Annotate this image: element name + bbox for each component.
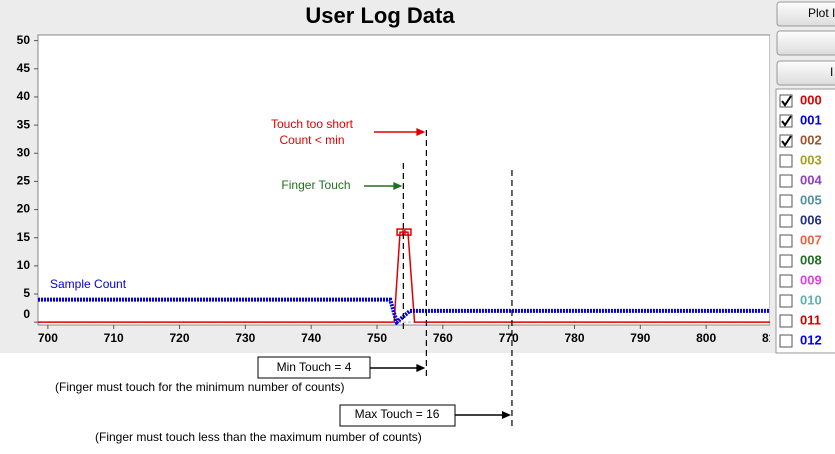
x-tick-label: 750 bbox=[367, 331, 387, 345]
plot-button[interactable] bbox=[776, 1, 835, 27]
checkbox[interactable] bbox=[779, 154, 793, 168]
checkbox[interactable] bbox=[779, 194, 793, 208]
point bbox=[396, 228, 404, 236]
channel-label: 007 bbox=[800, 232, 822, 247]
x-tick-label: 800 bbox=[696, 331, 716, 345]
y-tick-label: 40 bbox=[17, 89, 31, 103]
channel-label: 009 bbox=[800, 272, 822, 287]
channel-label: 011 bbox=[800, 312, 821, 327]
check-mark bbox=[781, 95, 792, 107]
checkbox[interactable] bbox=[779, 294, 793, 308]
x-tick-label: 720 bbox=[170, 331, 190, 345]
y-tick-label: 20 bbox=[17, 202, 31, 216]
checkbox[interactable] bbox=[779, 274, 793, 288]
checkbox[interactable] bbox=[779, 334, 793, 348]
checkbox[interactable] bbox=[779, 314, 793, 328]
annotation: Count < min bbox=[279, 133, 344, 147]
x-tick-label: 810 bbox=[762, 331, 782, 345]
annotation: Finger Touch bbox=[281, 178, 350, 192]
point bbox=[404, 228, 412, 236]
y-tick-label: 35 bbox=[17, 117, 31, 131]
annotation-note: (Finger must touch less than the maximum… bbox=[95, 430, 422, 444]
x-tick-label: 760 bbox=[433, 331, 453, 345]
x-axis: 700 710 720 730 740 750 760 770 780 790 800 810 bbox=[38, 325, 782, 345]
series-line bbox=[38, 297, 770, 325]
button[interactable] bbox=[776, 60, 835, 86]
annotation: Max Touch = 16 bbox=[355, 407, 440, 421]
y-tick-label: 45 bbox=[17, 61, 31, 75]
annotation: Sample Count bbox=[50, 277, 127, 291]
check-mark bbox=[781, 135, 792, 147]
channel-label: 001 bbox=[800, 112, 822, 127]
annotation: Touch too short bbox=[271, 117, 354, 131]
channel-label: 000 bbox=[800, 92, 822, 107]
y-tick-label: 50 bbox=[17, 33, 31, 47]
annotation-note: (Finger must touch for the minimum numbe… bbox=[55, 380, 344, 394]
check-mark bbox=[781, 115, 792, 127]
button[interactable] bbox=[776, 30, 835, 56]
plot-area bbox=[37, 34, 771, 326]
plot-layer bbox=[38, 228, 770, 325]
y-tick-label: 10 bbox=[17, 258, 31, 272]
checkbox[interactable] bbox=[779, 234, 793, 248]
channel-label: 004 bbox=[800, 172, 822, 187]
arrow-head bbox=[416, 128, 426, 136]
annotation: Min Touch = 4 bbox=[277, 360, 352, 374]
arrow-head bbox=[416, 364, 426, 372]
channel-label: 005 bbox=[800, 192, 822, 207]
y-tick-label: 15 bbox=[17, 230, 31, 244]
button-label: Plot I bbox=[808, 6, 835, 20]
channel-label: 006 bbox=[800, 212, 822, 227]
channel-label: 003 bbox=[800, 152, 822, 167]
checkbox[interactable] bbox=[779, 214, 793, 228]
annotation-box bbox=[266, 175, 362, 197]
annotation-box bbox=[250, 114, 374, 150]
chart-title: User Log Data bbox=[305, 3, 455, 28]
channel-label: 010 bbox=[800, 292, 822, 307]
y-tick-label: 0 bbox=[23, 307, 30, 321]
x-tick-label: 700 bbox=[38, 331, 58, 345]
y-tick-label: 25 bbox=[17, 174, 31, 188]
y-tick-label: 30 bbox=[17, 145, 31, 159]
checkbox[interactable] bbox=[779, 254, 793, 268]
x-tick-label: 790 bbox=[630, 331, 650, 345]
arrow-head bbox=[393, 182, 403, 190]
channel-label: 008 bbox=[800, 252, 822, 267]
button-label: I bbox=[830, 65, 833, 79]
y-tick-label: 5 bbox=[23, 286, 30, 300]
x-tick-label: 710 bbox=[104, 331, 124, 345]
x-tick-label: 740 bbox=[301, 331, 321, 345]
arrow-head bbox=[501, 411, 511, 419]
channel-label: 002 bbox=[800, 132, 822, 147]
channel-label: 012 bbox=[800, 332, 822, 347]
x-tick-label: 780 bbox=[564, 331, 584, 345]
x-tick-label: 770 bbox=[499, 331, 519, 345]
x-tick-label: 730 bbox=[235, 331, 255, 345]
series-line bbox=[38, 231, 770, 323]
checkbox[interactable] bbox=[779, 174, 793, 188]
